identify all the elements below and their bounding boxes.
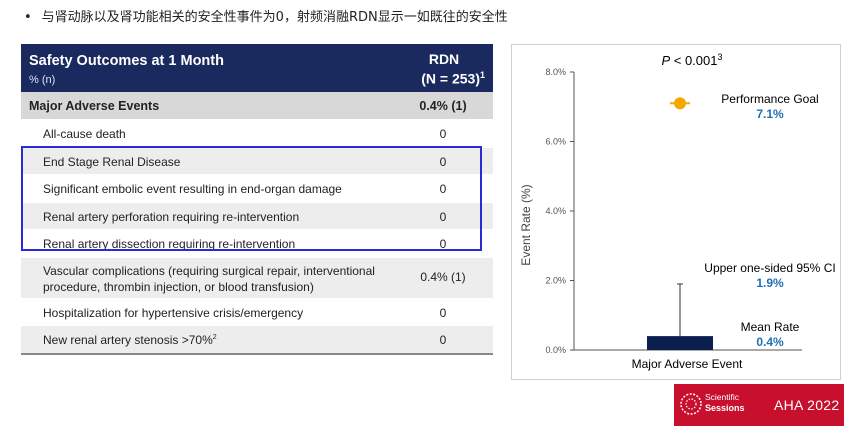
- x-category-label: Major Adverse Event: [632, 357, 743, 371]
- row-label: Vascular complications (requiring surgic…: [43, 263, 375, 294]
- y-tick-label: 8.0%: [545, 67, 566, 77]
- table-row: Hospitalization for hypertensive crisis/…: [21, 299, 493, 326]
- row-label: Renal artery dissection requiring re-int…: [43, 237, 296, 251]
- row-value: 0: [439, 154, 447, 169]
- badge-brand: AHA 2022: [774, 397, 840, 413]
- row-label: Renal artery perforation requiring re-in…: [43, 209, 300, 224]
- goal-point: [674, 97, 686, 110]
- table-row-major: Major Adverse Events 0.4% (1): [21, 92, 493, 120]
- bar-major-adverse-event: [647, 336, 713, 350]
- row-value: 0: [439, 237, 447, 251]
- row-label: New renal artery stenosis >70%2: [43, 333, 217, 347]
- headline: • 与肾动脉以及肾功能相关的安全性事件为0，射频消融RDN显示一如既往的安全性: [24, 6, 508, 25]
- badge-line1: Scientific: [705, 392, 740, 402]
- row-value: 0: [439, 333, 447, 347]
- ci-value: 1.9%: [756, 276, 784, 290]
- mean-value: 0.4%: [756, 335, 784, 349]
- row-label: End Stage Renal Disease: [43, 154, 181, 169]
- row-label: All-cause death: [43, 127, 126, 141]
- column-n: (N = 253)1: [421, 70, 485, 87]
- y-axis-label: Event Rate (%): [519, 184, 533, 265]
- y-tick-label: 4.0%: [545, 206, 566, 216]
- headline-text: 与肾动脉以及肾功能相关的安全性事件为0，射频消融RDN显示一如既往的安全性: [41, 10, 508, 25]
- badge-line2: Sessions: [705, 403, 745, 413]
- goal-value: 7.1%: [756, 107, 784, 121]
- table-row: Vascular complications (requiring surgic…: [21, 257, 493, 299]
- globe-icon: [680, 393, 702, 415]
- y-tick-label: 0.0%: [545, 345, 566, 355]
- row-value: 0: [439, 127, 447, 141]
- row-value: 0: [439, 209, 447, 224]
- table-title: Safety Outcomes at 1 Month: [29, 53, 224, 69]
- table-subtitle: % (n): [29, 74, 56, 86]
- mean-label: Mean Rate: [741, 320, 800, 334]
- goal-label: Performance Goal: [721, 92, 818, 106]
- table-row: Renal artery dissection requiring re-int…: [21, 230, 493, 258]
- chart-panel: P < 0.0013 Event Rate (%) 0.0% 2.0% 4.0% 6.…: [511, 44, 841, 380]
- safety-outcomes-table: Safety Outcomes at 1 Month % (n) RDN (N …: [21, 44, 493, 355]
- bullet-icon: •: [24, 10, 32, 25]
- table-header: Safety Outcomes at 1 Month % (n) RDN (N …: [21, 44, 493, 92]
- row-value: 0: [439, 305, 447, 320]
- row-value: 0: [439, 182, 447, 196]
- ci-label: Upper one-sided 95% CI: [704, 261, 835, 275]
- row-value: 0.4% (1): [419, 99, 467, 113]
- y-tick-label: 2.0%: [545, 276, 566, 286]
- table-row: Significant embolic event resulting in e…: [21, 175, 493, 203]
- table-row: End Stage Renal Disease 0: [21, 147, 493, 175]
- table-row: Renal artery perforation requiring re-in…: [21, 202, 493, 230]
- table-row: All-cause death 0: [21, 120, 493, 148]
- table-row: New renal artery stenosis >70%2 0: [21, 326, 493, 355]
- row-label: Significant embolic event resulting in e…: [43, 182, 342, 196]
- aha-badge: Scientific Sessions AHA 2022: [674, 384, 844, 426]
- row-label: Hospitalization for hypertensive crisis/…: [43, 305, 304, 320]
- y-tick-label: 6.0%: [545, 137, 566, 147]
- row-label: Major Adverse Events: [29, 99, 160, 113]
- row-value: 0.4% (1): [420, 269, 466, 284]
- chart-title: P < 0.0013: [661, 52, 722, 68]
- event-rate-chart: P < 0.0013 Event Rate (%) 0.0% 2.0% 4.0% 6.…: [519, 52, 836, 371]
- column-name: RDN: [428, 51, 460, 67]
